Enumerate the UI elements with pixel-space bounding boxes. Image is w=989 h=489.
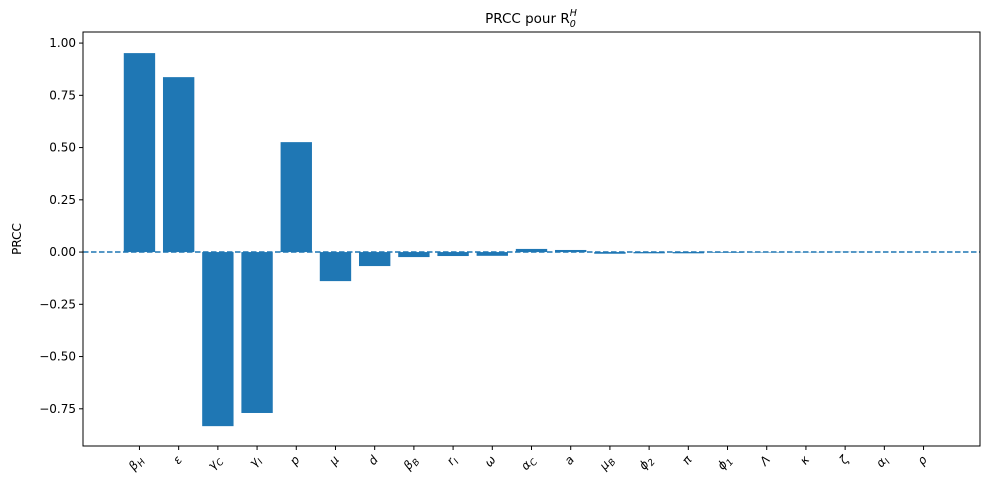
bar-βB <box>398 252 430 258</box>
x-tick-label: Λ <box>756 453 773 469</box>
bar-γI <box>241 252 273 413</box>
x-tick-label: ω <box>481 453 498 470</box>
y-tick-label: −0.75 <box>39 402 76 416</box>
bar-μB <box>594 252 626 254</box>
y-tick-label: 0.75 <box>49 88 76 102</box>
x-tick-label: rI <box>444 453 462 470</box>
x-tick-label: βB <box>400 453 423 475</box>
y-tick-label: −0.25 <box>39 297 76 311</box>
x-tick-label: μ <box>325 453 342 469</box>
x-tick-label: μB <box>596 453 619 475</box>
x-tick-label: γC <box>205 452 227 474</box>
x-tick-label: ε <box>170 453 185 467</box>
y-tick-label: 1.00 <box>49 36 76 50</box>
bar-p <box>280 142 312 253</box>
y-tick-label: 0.25 <box>49 193 76 207</box>
bar-γC <box>202 252 234 427</box>
y-tick-label: −0.50 <box>39 350 76 364</box>
y-axis-label: PRCC <box>10 223 24 255</box>
bar-μ <box>319 252 352 282</box>
y-tick-label: 0.50 <box>49 141 76 155</box>
x-tick-label: κ <box>797 452 813 467</box>
x-tick-label: γI <box>246 453 266 472</box>
bar-αC <box>515 248 548 253</box>
bar-ε <box>162 77 195 253</box>
x-tick-label: a <box>562 453 577 468</box>
x-tick-label: p <box>286 453 303 469</box>
bar-a <box>555 249 587 253</box>
x-tick-label: ζ <box>836 452 853 468</box>
x-tick-label: αI <box>873 453 893 472</box>
x-tick-label: π <box>679 452 695 467</box>
bar-ϕ2 <box>633 252 665 254</box>
x-tick-label: d <box>365 453 381 468</box>
x-tick-label: ϕ1 <box>714 453 736 474</box>
plot-frame <box>82 31 981 447</box>
x-tick-label: ρ <box>914 453 930 468</box>
x-tick-label: βH <box>125 453 148 476</box>
bar-d <box>359 252 391 267</box>
x-tick-label: ϕ2 <box>636 453 658 475</box>
bar-rI <box>437 252 469 257</box>
x-tick-label: αC <box>518 452 541 474</box>
bar-ω <box>476 252 508 256</box>
y-tick-label: 0.00 <box>49 245 76 259</box>
chart-title: PRCC pour R0H <box>485 8 577 30</box>
bar-βH <box>123 53 156 253</box>
